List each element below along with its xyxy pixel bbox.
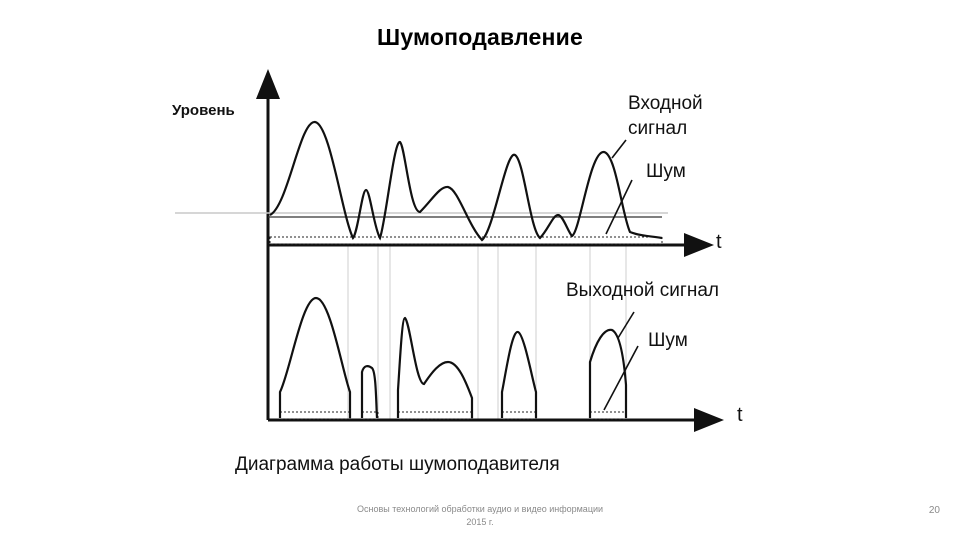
footer-line1: Основы технологий обработки аудио и виде… (356, 504, 604, 514)
bottom-noise-band (279, 411, 627, 420)
output-signal-curve (278, 296, 628, 419)
diagram-caption: Диаграмма работы шумоподавителя (235, 454, 560, 475)
input-label-line2: сигнал (628, 118, 687, 139)
noise-label-top: Шум (646, 161, 686, 182)
input-signal-curve (269, 120, 663, 242)
noise-label-bottom: Шум (648, 330, 688, 351)
bottom-t-label: t (737, 404, 743, 426)
vertical-guides (347, 245, 627, 420)
output-label: Выходной сигнал (566, 280, 719, 301)
footer-line2: 2015 г. (466, 517, 494, 527)
noise-pointer-top (605, 179, 633, 235)
page-number: 20 (928, 505, 940, 516)
slide-title: Шумоподавление (377, 24, 583, 50)
footer-text: Основы технологий обработки аудио и виде… (300, 503, 660, 529)
output-pointer (617, 311, 635, 339)
top-t-label: t (716, 231, 722, 253)
input-pointer (611, 139, 627, 159)
input-label-line1: Входной (628, 93, 703, 114)
top-noise-band (269, 236, 663, 245)
y-axis-label: Уровень (172, 102, 235, 119)
noise-pointer-bottom (603, 345, 639, 411)
